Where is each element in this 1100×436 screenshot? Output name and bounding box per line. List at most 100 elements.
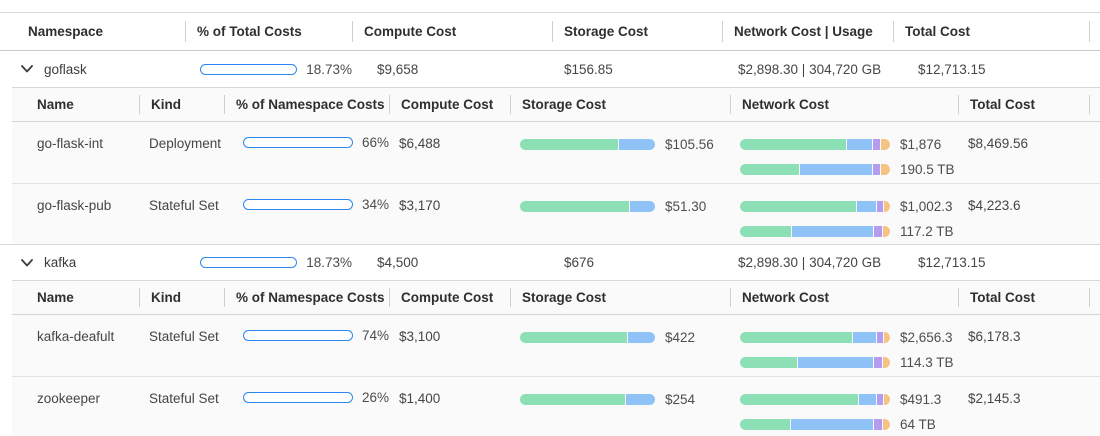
col-header-total-cost: Total Cost <box>958 88 1090 121</box>
percent-namespace-costs-label: 34% <box>361 197 389 212</box>
percent-namespace-costs-label: 26% <box>361 390 389 405</box>
col-header-namespace: Namespace <box>28 24 104 39</box>
network-usage-label: 64 TB <box>900 416 936 432</box>
workload-table-header: Name Kind % of Namespace Costs Compute C… <box>12 88 1100 122</box>
workload-total-cost: $4,223.6 <box>968 198 1021 213</box>
network-usage-bar <box>740 225 890 237</box>
namespace-storage-cost: $156.85 <box>564 61 613 77</box>
col-header-network-cost: Network Cost <box>730 88 958 121</box>
workload-storage-cell: $105.56 <box>510 122 730 183</box>
namespace-percent-cell: 18.73% <box>185 62 352 77</box>
percent-namespace-costs-label: 74% <box>361 328 389 343</box>
workload-table-kafka: Name Kind % of Namespace Costs Compute C… <box>12 280 1100 436</box>
namespace-name: kafka <box>44 255 77 270</box>
namespace-row-kafka[interactable]: kafka 18.73% $4,500 $676 $2,898.30 | 304… <box>0 244 1100 280</box>
namespace-total-cost: $12,713.15 <box>918 255 986 270</box>
storage-cost-bar <box>520 138 655 150</box>
workload-storage-cell: $254 <box>510 377 730 436</box>
namespace-table-header: Namespace % of Total Costs Compute Cost … <box>0 13 1100 51</box>
workload-network-cell: $2,656.3 114.3 TB <box>730 315 958 376</box>
storage-cost-bar <box>520 200 655 212</box>
workload-network-cell: $1,002.3 117.2 TB <box>730 184 958 244</box>
col-header-storage-cost: Storage Cost <box>510 281 730 314</box>
network-cost-bar <box>740 331 890 343</box>
workload-total-cost: $8,469.56 <box>968 136 1029 151</box>
col-header-compute-cost: Compute Cost <box>389 281 510 314</box>
storage-cost-bar <box>520 393 655 405</box>
workload-kind: Stateful Set <box>149 329 219 344</box>
workload-compute-cost: $1,400 <box>399 391 441 406</box>
col-header-kind: Kind <box>139 88 224 121</box>
cost-breakdown-table: Namespace % of Total Costs Compute Cost … <box>0 12 1100 436</box>
workload-kind: Stateful Set <box>149 198 219 213</box>
workload-percent-cell: 74% <box>224 315 389 376</box>
workload-compute-cost: $6,488 <box>399 136 441 151</box>
workload-table-header: Name Kind % of Namespace Costs Compute C… <box>12 281 1100 315</box>
workload-name: kafka-deafult <box>37 329 115 344</box>
percent-namespace-costs-label: 66% <box>361 135 389 150</box>
chevron-down-icon[interactable] <box>20 62 34 76</box>
workload-kind: Stateful Set <box>149 391 219 406</box>
percent-namespace-costs-bar <box>243 392 353 403</box>
col-header-percent-total-costs: % of Total Costs <box>185 13 352 50</box>
namespace-name: goflask <box>44 61 87 77</box>
chevron-down-icon[interactable] <box>20 256 34 270</box>
percent-total-costs-label: 18.73% <box>306 255 352 270</box>
workload-network-cell: $1,876 190.5 TB <box>730 122 958 183</box>
namespace-name-cell: goflask <box>0 62 185 77</box>
workload-name: go-flask-pub <box>37 198 112 213</box>
percent-total-costs-bar <box>200 63 298 75</box>
col-header-storage-cost: Storage Cost <box>510 88 730 121</box>
network-cost-label: $1,002.3 <box>900 198 953 214</box>
percent-namespace-costs-bar <box>243 199 353 210</box>
storage-cost-label: $254 <box>665 391 696 407</box>
namespace-row-goflask[interactable]: goflask 18.73% $9,658 $156.85 $2,898.30 … <box>0 51 1100 87</box>
network-usage-bar <box>740 356 890 368</box>
percent-total-costs-label: 18.73% <box>306 61 352 77</box>
col-header-storage-cost: Storage Cost <box>552 13 722 50</box>
workload-storage-cell: $422 <box>510 315 730 376</box>
col-header-total-cost: Total Cost <box>958 281 1090 314</box>
workload-kind: Deployment <box>149 136 222 151</box>
col-header-network-cost: Network Cost <box>730 281 958 314</box>
workload-row-go-flask-pub[interactable]: go-flask-pub Stateful Set 34% $3,170 $51… <box>12 183 1100 244</box>
workload-percent-cell: 34% <box>224 184 389 244</box>
storage-cost-label: $422 <box>665 329 696 345</box>
storage-cost-label: $105.56 <box>665 136 714 152</box>
namespace-compute-cost: $9,658 <box>377 61 419 77</box>
network-usage-label: 114.3 TB <box>900 354 954 370</box>
col-header-name: Name <box>37 290 74 305</box>
col-header-network-cost-usage: Network Cost | Usage <box>722 13 893 50</box>
network-usage-bar <box>740 163 890 175</box>
namespace-total-cost: $12,713.15 <box>918 61 986 77</box>
workload-row-zookeeper[interactable]: zookeeper Stateful Set 26% $1,400 $254 $… <box>12 376 1100 436</box>
network-usage-label: 190.5 TB <box>900 161 955 177</box>
col-header-name: Name <box>37 97 74 112</box>
network-cost-label: $491.3 <box>900 391 942 407</box>
network-cost-label: $1,876 <box>900 136 942 152</box>
workload-total-cost: $6,178.3 <box>968 329 1021 344</box>
network-cost-label: $2,656.3 <box>900 329 953 345</box>
namespace-name-cell: kafka <box>0 255 185 270</box>
col-header-kind: Kind <box>139 281 224 314</box>
namespace-compute-cost: $4,500 <box>377 255 419 270</box>
workload-row-go-flask-int[interactable]: go-flask-int Deployment 66% $6,488 $105.… <box>12 122 1100 183</box>
namespace-network-cost-usage: $2,898.30 | 304,720 GB <box>738 61 882 77</box>
col-header-compute-cost: Compute Cost <box>389 88 510 121</box>
workload-compute-cost: $3,100 <box>399 329 441 344</box>
col-header-total-cost: Total Cost <box>893 13 1090 50</box>
percent-total-costs-bar <box>200 257 298 268</box>
percent-namespace-costs-bar <box>243 137 353 148</box>
network-usage-bar <box>740 418 890 430</box>
workload-table-goflask: Name Kind % of Namespace Costs Compute C… <box>12 87 1100 244</box>
workload-percent-cell: 66% <box>224 122 389 183</box>
workload-row-kafka-deafult[interactable]: kafka-deafult Stateful Set 74% $3,100 $4… <box>12 315 1100 376</box>
network-cost-bar <box>740 200 890 212</box>
workload-storage-cell: $51.30 <box>510 184 730 244</box>
col-header-compute-cost: Compute Cost <box>352 13 552 50</box>
workload-percent-cell: 26% <box>224 377 389 436</box>
namespace-network-cost-usage: $2,898.30 | 304,720 GB <box>738 255 882 270</box>
network-usage-label: 117.2 TB <box>900 223 954 239</box>
workload-name: go-flask-int <box>37 136 104 151</box>
namespace-percent-cell: 18.73% <box>185 255 352 270</box>
